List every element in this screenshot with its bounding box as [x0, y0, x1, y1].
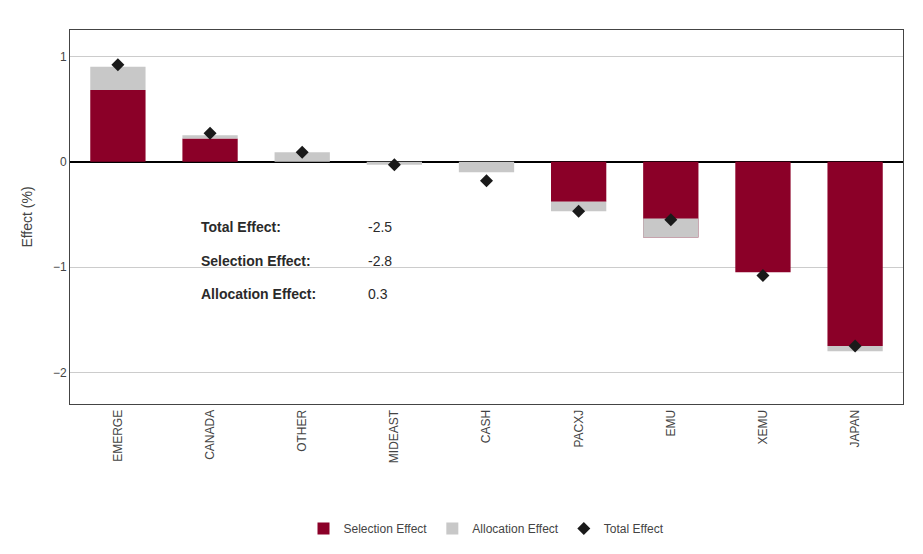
svg-text:-2.5: -2.5 [368, 219, 392, 235]
svg-text:JAPAN: JAPAN [848, 410, 862, 448]
svg-text:−1: −1 [53, 260, 67, 274]
svg-text:PACXJ: PACXJ [572, 410, 586, 448]
svg-text:EMU: EMU [664, 410, 678, 437]
svg-text:Total Effect:: Total Effect: [201, 219, 281, 235]
svg-text:1: 1 [60, 50, 67, 64]
svg-text:0: 0 [60, 155, 67, 169]
svg-text:Effect (%): Effect (%) [19, 186, 35, 247]
svg-text:Selection Effect:: Selection Effect: [201, 253, 311, 269]
svg-text:Allocation Effect: Allocation Effect [472, 522, 558, 536]
svg-text:0.3: 0.3 [368, 286, 388, 302]
svg-text:-2.8: -2.8 [368, 253, 392, 269]
svg-text:MIDEAST: MIDEAST [387, 409, 401, 463]
svg-text:OTHER: OTHER [295, 409, 309, 451]
svg-text:−2: −2 [53, 366, 67, 380]
svg-text:CANADA: CANADA [203, 410, 217, 460]
svg-text:XEMU: XEMU [756, 410, 770, 445]
svg-text:Total Effect: Total Effect [604, 522, 664, 536]
svg-text:EMERGE: EMERGE [111, 410, 125, 462]
svg-text:Allocation Effect:: Allocation Effect: [201, 286, 316, 302]
svg-text:CASH: CASH [479, 410, 493, 443]
svg-text:Selection Effect: Selection Effect [344, 522, 428, 536]
